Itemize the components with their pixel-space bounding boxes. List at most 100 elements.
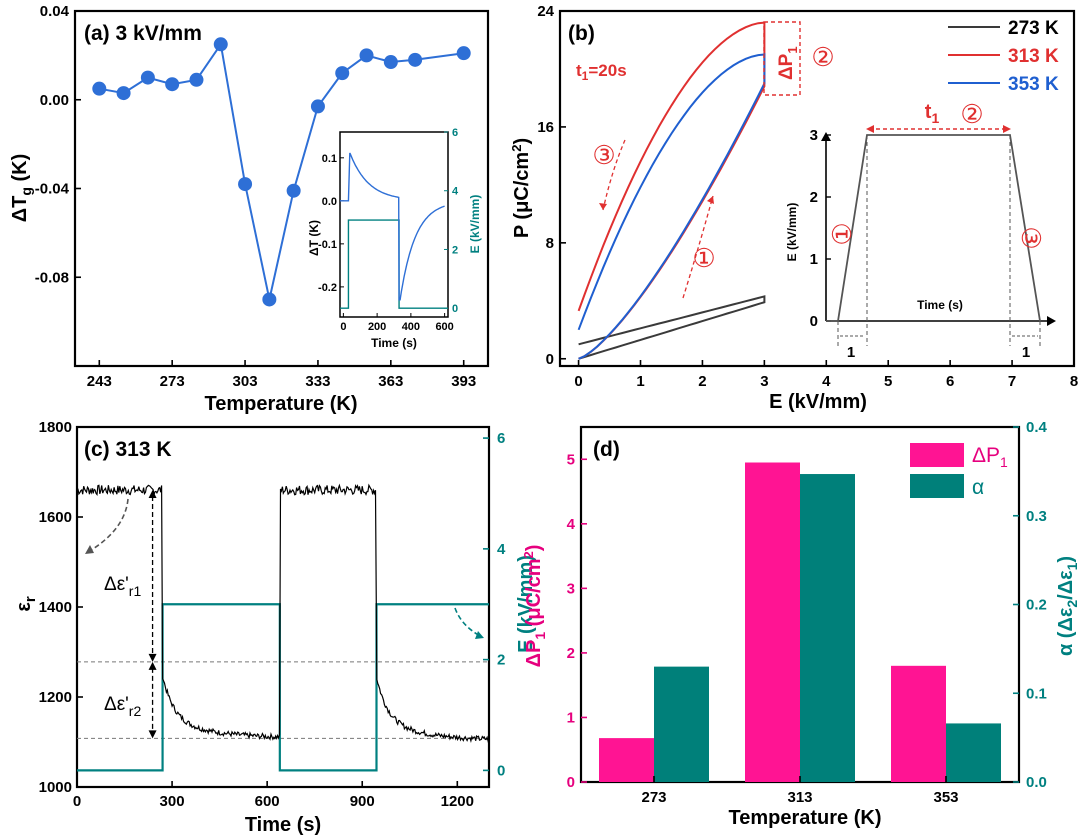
- panel-b-ylabel-sup: 2: [509, 145, 524, 152]
- panel-d-legend-dP-sub: 1: [1000, 454, 1008, 470]
- panel-b-dP-label: ΔP1: [776, 46, 800, 80]
- panel-b-t1-letter: t: [576, 61, 582, 80]
- panel-b-arrow-down: [602, 139, 626, 211]
- inset-b-ytick-label: 1: [810, 251, 818, 268]
- panel-b-t1-value: =20s: [588, 61, 626, 80]
- panel-b-ylabel-main: P (μC/cm: [511, 152, 533, 238]
- panel-b-xtick-label: 5: [884, 373, 892, 390]
- inset-b-t1-letter: t: [925, 101, 932, 123]
- inset-a-ytick-label-left: -0.2: [318, 282, 337, 294]
- panel-c-delta2-heads: [148, 661, 157, 739]
- inset-b-step-1: ①: [827, 222, 857, 245]
- inset-a-ytick-label-left: 0.1: [322, 153, 337, 165]
- panel-b-ylabel: P (μC/cm2): [509, 138, 533, 238]
- panel-d-bar-dP-273: [599, 738, 654, 782]
- panel-c-field-line: [77, 603, 489, 772]
- panel-d-ylabel-left-end: ): [523, 545, 545, 552]
- panel-b-legend-label: 273 K: [1008, 18, 1059, 39]
- panel-d-ytick-label-left: 1: [567, 709, 575, 726]
- panel-d-xtick-label: 353: [933, 789, 958, 806]
- panel-d-legend-swatch-alpha: [910, 474, 964, 498]
- inset-a-xtick-label: 0: [340, 321, 346, 333]
- panel-c-ytick-label-right: 6: [497, 430, 505, 447]
- panel-d-ytick-label-right: 0.1: [1026, 685, 1047, 702]
- panel-a-data-point: [238, 177, 253, 192]
- panel-b-ytick-label: 8: [546, 235, 554, 252]
- panel-c-delta-arrows: [148, 490, 157, 739]
- panel-b-xtick-label: 7: [1008, 373, 1016, 390]
- panel-b-ytick-label: 0: [546, 351, 554, 368]
- inset-a-frame: [339, 131, 449, 318]
- inset-a-ytick-label-left: 0.0: [322, 196, 337, 208]
- panel-b-legend-label: 313 K: [1008, 46, 1059, 67]
- panel-a-data-point: [286, 183, 301, 198]
- panel-a-data-point: [456, 46, 471, 61]
- panel-c-label-d2-main: Δε': [104, 694, 129, 715]
- inset-b-t1-sub: 1: [931, 110, 939, 126]
- inset-b-xlabel: Time (s): [917, 298, 963, 312]
- inset-a-xtick-label: 400: [402, 321, 420, 333]
- inset-a-ylabel-right: E (kV/mm): [468, 195, 482, 254]
- panel-d-bar-alpha-273: [654, 666, 709, 782]
- inset-a-field-line: [340, 219, 448, 309]
- inset-b-ramp-label-2: 1: [1022, 344, 1030, 361]
- panel-b-dP-box: [763, 21, 801, 96]
- panel-a-ytick-label: 0.04: [40, 3, 70, 20]
- panel-b-arrowhead-down: [599, 203, 607, 210]
- panel-b-step-1: ①: [692, 243, 715, 273]
- panel-c-frame: [75, 425, 491, 789]
- panel-a-xtick-label: 303: [233, 373, 258, 390]
- panel-c-xtick-label: 1200: [441, 793, 474, 810]
- panel-c-label-d1: Δε'r1: [104, 574, 141, 599]
- panel-d-title: (d): [593, 438, 620, 461]
- panel-d-xtick-label: 273: [641, 789, 666, 806]
- panel-a-ylabel-unit: (K): [9, 154, 31, 187]
- panel-c-ytick-label-right: 2: [497, 652, 505, 669]
- panel-a-xtick-label: 363: [378, 373, 403, 390]
- panel-b-xtick-label: 4: [822, 373, 831, 390]
- inset-b-field-profile: [826, 134, 1041, 322]
- panel-d-ylabel-right-end: ): [1055, 556, 1077, 563]
- inset-b-ramp-label-1: 1: [847, 344, 855, 361]
- inset-a-ytick-label-right: 4: [452, 186, 459, 198]
- panel-d-xtick-label: 313: [787, 789, 812, 806]
- panel-a-title: (a) 3 kV/mm: [84, 22, 202, 45]
- inset-a-ylabel-left: ΔT (K): [307, 220, 321, 256]
- panel-d-legend-label-dP: ΔP1: [972, 444, 1008, 470]
- panel-d-ylabel-right-sub1: 2: [1064, 600, 1080, 608]
- panel-b-xtick-label: 3: [760, 373, 768, 390]
- panel-b-t1-annotation: t1=20s: [576, 61, 627, 83]
- panel-a-xtick-label: 333: [305, 373, 330, 390]
- panel-c-xtick-label: 600: [255, 793, 280, 810]
- panel-d-bar-dP-353: [891, 665, 946, 782]
- panel-d-bar-alpha-313: [800, 474, 855, 782]
- inset-a-ytick-label-right: 0: [452, 303, 458, 315]
- panel-a-series-line: [99, 41, 464, 300]
- panel-b-step-2: ②: [811, 42, 834, 72]
- panel-c-ylabel: εr: [13, 596, 39, 612]
- panel-b-legend: 273 K 313 K 353 K: [948, 18, 1059, 95]
- panel-a-inset: 0 200 400 600 0.1 0.0 -0.1 -0.2 6 4 2 0 Time (s) ΔT…: [307, 127, 482, 350]
- inset-b-t1-label: t1: [925, 101, 940, 126]
- panel-c-label-d2: Δε'r2: [104, 694, 141, 719]
- panel-a-ytick-label: -0.08: [35, 269, 69, 286]
- inset-a-ytick-label-right: 2: [452, 244, 458, 256]
- inset-b-y-arrowhead: [821, 132, 831, 141]
- panel-a-data-point: [359, 48, 374, 63]
- panel-d-xlabel: Temperature (K): [729, 807, 882, 829]
- panel-d-ylabel-right-sub2: 1: [1064, 562, 1080, 570]
- panel-c-axis-pointer-left-head: [85, 545, 94, 554]
- panel-c-ytick-label-right: 0: [497, 762, 505, 779]
- panel-d-ytick-label-left: 0: [567, 774, 575, 791]
- panel-c: (c) 313 K 0 300 600 900 1200 1000 1200 1400 160…: [13, 419, 537, 836]
- panel-c-ytick-label: 1600: [39, 509, 72, 526]
- panel-a-data-point: [408, 52, 423, 67]
- panel-c-ytick-label: 1000: [39, 779, 72, 796]
- panel-b-arrowhead-up: [707, 196, 714, 204]
- panel-b-ytick-label: 16: [537, 119, 554, 136]
- panel-c-xtick-label: 900: [350, 793, 375, 810]
- panel-d-ylabel-left-sup: 2: [521, 551, 536, 558]
- panel-c-ylabel-sub: r: [22, 596, 39, 602]
- panel-a-ytick-label: 0.00: [40, 92, 69, 109]
